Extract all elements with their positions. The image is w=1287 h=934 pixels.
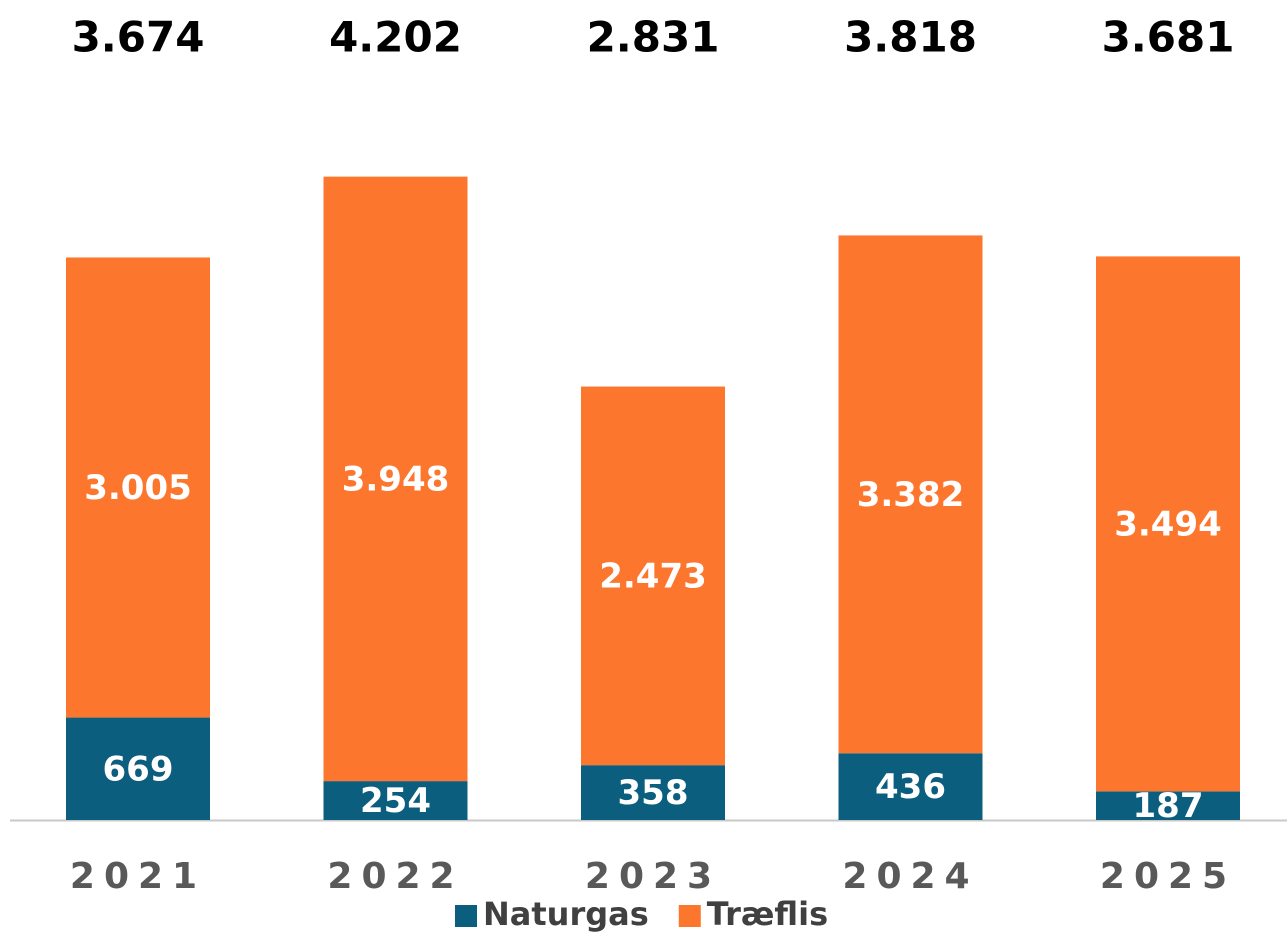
value-label: 254 <box>360 781 431 821</box>
legend-label: Træflis <box>707 895 828 933</box>
x-tick-label: 2021 <box>70 856 206 897</box>
value-label: 358 <box>618 773 689 813</box>
legend-swatch <box>678 905 701 927</box>
legend-label: Naturgas <box>483 895 649 933</box>
total-label: 3.674 <box>72 13 205 62</box>
x-tick-label: 2022 <box>327 856 463 897</box>
bar-segment <box>838 753 983 820</box>
bar-segment <box>1096 256 1240 792</box>
x-tick-label: 2023 <box>585 856 721 897</box>
total-label: 3.681 <box>1102 13 1235 62</box>
value-label: 3.005 <box>84 468 192 508</box>
value-label: 3.494 <box>1114 504 1222 544</box>
value-label: 3.382 <box>857 475 965 515</box>
bar-segment <box>66 257 210 718</box>
value-label: 3.948 <box>342 459 450 499</box>
bar-segment <box>1096 791 1240 820</box>
total-label: 2.831 <box>587 13 720 62</box>
bar-segment <box>323 176 468 782</box>
bar-segment <box>581 386 725 766</box>
total-label: 3.818 <box>844 13 977 62</box>
bar-segment <box>66 717 210 820</box>
value-label: 436 <box>875 767 946 807</box>
total-label: 4.202 <box>329 13 462 62</box>
bar-segment <box>323 781 468 820</box>
x-tick-label: 2024 <box>842 856 978 897</box>
bar-segment <box>581 765 725 820</box>
legend-swatch <box>455 905 477 927</box>
bar-segment <box>838 235 983 754</box>
value-label: 669 <box>103 749 174 789</box>
x-tick-label: 2025 <box>1100 856 1236 897</box>
value-label: 187 <box>1133 786 1204 826</box>
value-label: 2.473 <box>599 556 707 596</box>
